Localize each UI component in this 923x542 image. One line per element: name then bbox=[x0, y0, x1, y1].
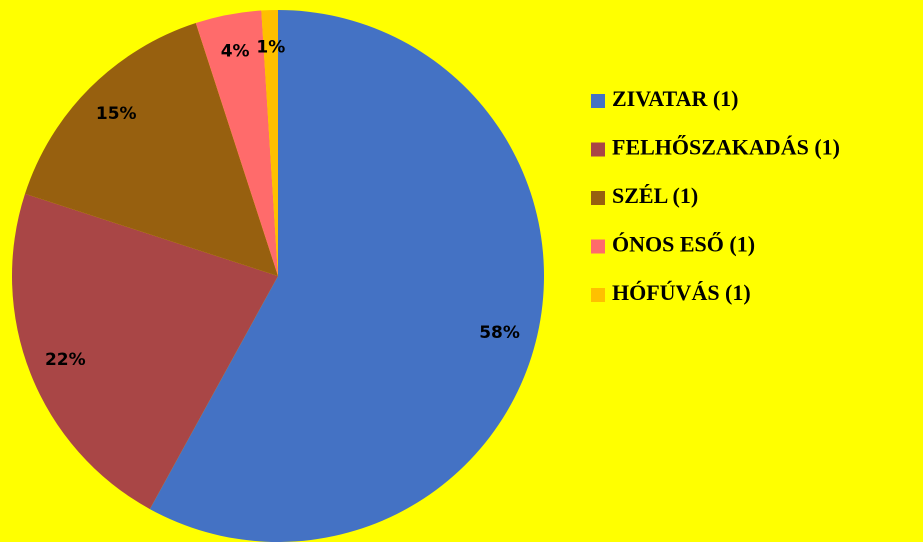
legend-label: HÓFÚVÁS (1) bbox=[612, 280, 751, 305]
pie-slice bbox=[11, 193, 279, 510]
legend-swatch bbox=[591, 142, 605, 157]
legend-label: ZIVATAR (1) bbox=[612, 86, 739, 111]
data-label: 4% bbox=[221, 41, 250, 61]
pie-slice bbox=[195, 10, 278, 276]
data-label: 58% bbox=[479, 323, 520, 343]
data-label: 1% bbox=[256, 37, 285, 57]
legend-label: SZÉL (1) bbox=[612, 183, 698, 208]
pie-slice bbox=[261, 10, 278, 276]
legend-label: ÓNOS ESŐ (1) bbox=[612, 232, 755, 257]
pie-slice bbox=[149, 10, 544, 542]
legend-swatch bbox=[591, 191, 605, 205]
legend-swatch bbox=[591, 239, 605, 254]
legend-swatch bbox=[591, 94, 605, 108]
data-label: 22% bbox=[45, 350, 86, 370]
pie-slice bbox=[25, 23, 278, 276]
legend-label: FELHŐSZAKADÁS (1) bbox=[612, 135, 840, 160]
data-label: 15% bbox=[96, 104, 137, 124]
legend-swatch bbox=[591, 288, 605, 302]
